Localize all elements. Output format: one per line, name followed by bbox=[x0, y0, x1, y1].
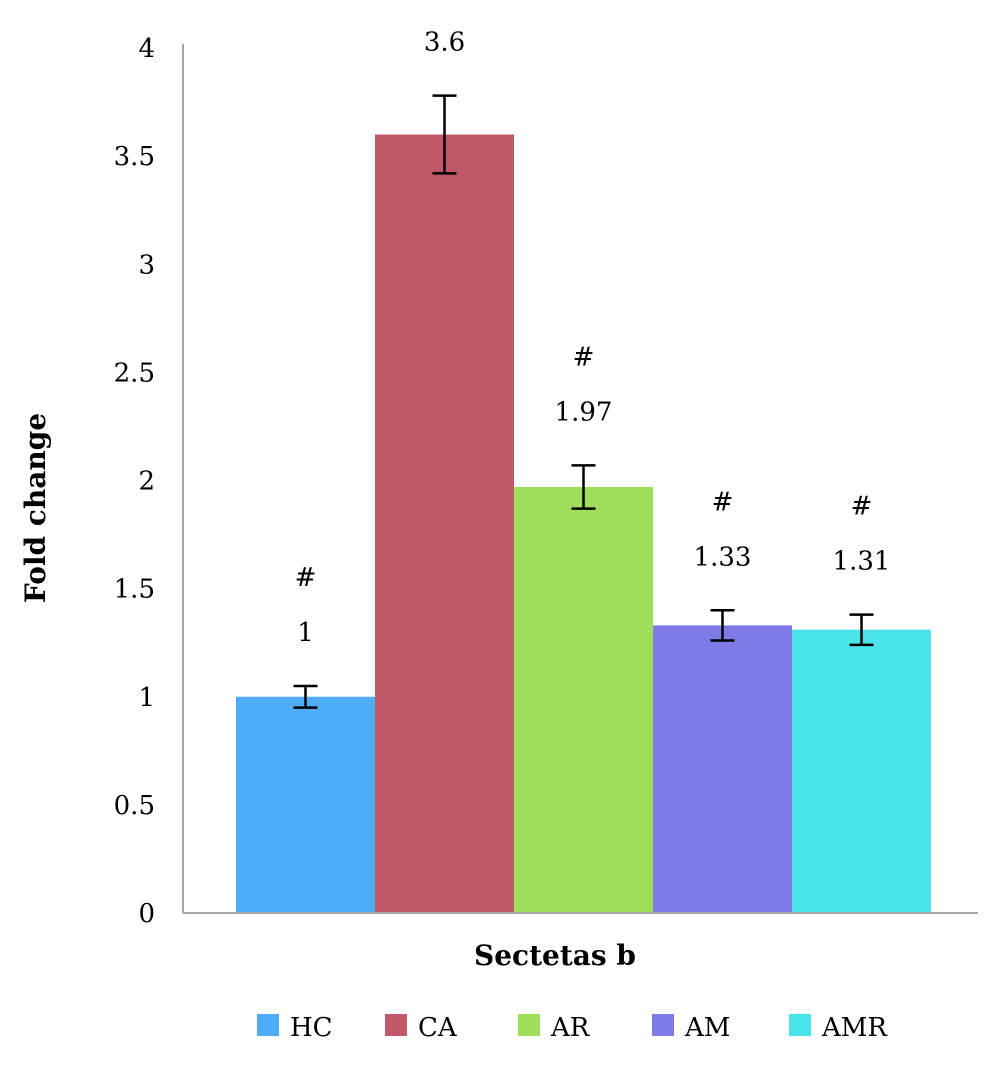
error-bars bbox=[293, 94, 874, 709]
y-tick-label: 2.5 bbox=[114, 358, 155, 388]
legend-label-am: AM bbox=[684, 1013, 730, 1043]
data-label-am: 1.33 bbox=[694, 542, 752, 572]
error-bar-hc bbox=[293, 684, 318, 709]
legend-label-hc: HC bbox=[290, 1013, 333, 1043]
y-tick-label: 3.5 bbox=[114, 142, 155, 172]
error-bar-ca bbox=[432, 94, 457, 175]
data-label-hc: 1 bbox=[297, 618, 314, 648]
y-tick-label: 3 bbox=[138, 250, 155, 280]
y-axis-ticks: 0 0.5 1 1.5 2 2.5 3 3.5 4 bbox=[114, 34, 155, 929]
error-bar-am bbox=[710, 609, 735, 642]
legend-label-ca: CA bbox=[418, 1013, 458, 1043]
y-axis-title: Fold change bbox=[19, 413, 52, 603]
y-tick-label: 1.5 bbox=[114, 575, 155, 605]
legend-swatch-hc bbox=[257, 1014, 279, 1036]
legend-label-amr: AMR bbox=[821, 1013, 888, 1043]
bar-am bbox=[653, 625, 792, 913]
data-label-amr: 1.31 bbox=[833, 547, 891, 577]
legend-label-ar: AR bbox=[550, 1013, 591, 1043]
data-label-ar: 1.97 bbox=[555, 397, 613, 427]
data-label-ca: 3.6 bbox=[424, 28, 465, 58]
y-tick-label: 0 bbox=[138, 899, 155, 929]
x-axis-title: Sectetas b bbox=[474, 939, 636, 972]
legend-swatch-ar bbox=[518, 1014, 540, 1036]
bar-amr bbox=[792, 629, 931, 913]
value-labels: 1 #3.6 1.97 #1.33 #1.31 # bbox=[295, 28, 891, 648]
significance-marker-ar: # bbox=[573, 342, 595, 372]
legend-swatch-am bbox=[652, 1014, 674, 1036]
significance-marker-hc: # bbox=[295, 563, 317, 593]
bar-hc bbox=[236, 696, 375, 913]
y-tick-label: 2 bbox=[138, 467, 155, 497]
significance-marker-am: # bbox=[712, 487, 734, 517]
bars bbox=[236, 134, 931, 913]
error-bar-ar bbox=[571, 464, 596, 510]
error-bar-amr bbox=[849, 613, 874, 647]
y-tick-label: 1 bbox=[138, 683, 155, 713]
y-tick-label: 4 bbox=[138, 34, 155, 64]
y-tick-label: 0.5 bbox=[114, 791, 155, 821]
bar-ca bbox=[375, 134, 514, 913]
legend-swatch-amr bbox=[789, 1014, 811, 1036]
significance-marker-amr: # bbox=[851, 492, 873, 522]
legend-swatch-ca bbox=[385, 1014, 407, 1036]
legend: HC CA AR AM AMR bbox=[257, 1013, 888, 1043]
bar-ar bbox=[514, 486, 653, 913]
